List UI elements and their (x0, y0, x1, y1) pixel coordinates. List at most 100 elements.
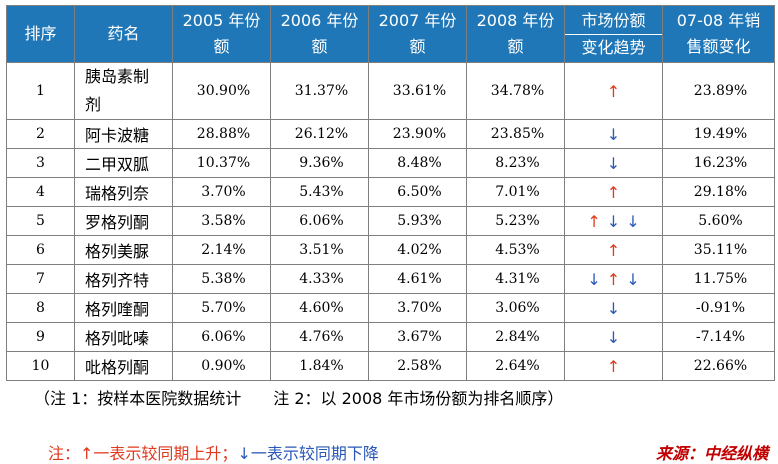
drug-name-cell: 格列齐特 (74, 264, 173, 294)
rank-cell: 5 (6, 206, 75, 236)
arrow-down-icon: ↓ (606, 124, 621, 144)
share-2007-cell: 4.02% (368, 235, 467, 265)
change-cell: 29.18% (662, 177, 775, 207)
change-cell: 5.60% (662, 206, 775, 236)
arrow-up-icon: ↑ (606, 240, 621, 260)
rank-cell: 1 (6, 62, 75, 120)
table-row: 4 瑞格列奈 3.70% 5.43% 6.50% 7.01% ↑ 29.18% (6, 177, 775, 207)
share-2008-cell: 34.78% (466, 62, 565, 120)
share-2007-cell: 8.48% (368, 148, 467, 178)
table-row: 7 格列齐特 5.38% 4.33% 4.61% 4.31% ↓ ↑ ↓ 11.75% (6, 264, 775, 294)
header-2007: 2007 年份额 (368, 5, 467, 63)
share-2008-cell: 5.23% (466, 206, 565, 236)
share-2008-cell: 3.06% (466, 293, 565, 323)
trend-cell: ↓ (564, 293, 663, 323)
share-2006-cell: 4.76% (270, 322, 369, 352)
share-2006-cell: 31.37% (270, 62, 369, 120)
share-2007-cell: 6.50% (368, 177, 467, 207)
trend-cell: ↑ ↓ ↓ (564, 206, 663, 236)
share-2008-cell: 2.64% (466, 351, 565, 381)
arrow-up-icon: ↑ (587, 211, 601, 231)
share-2006-cell: 4.33% (270, 264, 369, 294)
share-2008-cell: 7.01% (466, 177, 565, 207)
change-cell: 22.66% (662, 351, 775, 381)
rank-cell: 8 (6, 293, 75, 323)
change-cell: -7.14% (662, 322, 775, 352)
share-2008-cell: 4.31% (466, 264, 565, 294)
share-2008-cell: 8.23% (466, 148, 565, 178)
drug-name-cell: 二甲双胍 (74, 148, 173, 178)
share-2005-cell: 5.70% (172, 293, 271, 323)
header-2008: 2008 年份额 (466, 5, 565, 63)
table-row: 10 吡格列酮 0.90% 1.84% 2.58% 2.64% ↑ 22.66% (6, 351, 775, 381)
share-2008-cell: 23.85% (466, 119, 565, 149)
arrow-down-icon: ↓ (606, 327, 621, 347)
arrow-down-icon: ↓ (606, 211, 621, 231)
share-2007-cell: 3.70% (368, 293, 467, 323)
trend-cell: ↓ (564, 322, 663, 352)
change-cell: 19.49% (662, 119, 775, 149)
share-2006-cell: 4.60% (270, 293, 369, 323)
table-row: 9 格列吡嗪 6.06% 4.76% 3.67% 2.84% ↓ -7.14% (6, 322, 775, 352)
table-header-row: 排序 药名 2005 年份额 2006 年份额 2007 年份额 2008 年份… (6, 5, 775, 63)
change-cell: 11.75% (662, 264, 775, 294)
share-2008-cell: 4.53% (466, 235, 565, 265)
table-row: 5 罗格列酮 3.58% 6.06% 5.93% 5.23% ↑ ↓ ↓ 5.60% (6, 206, 775, 236)
rank-cell: 10 (6, 351, 75, 381)
trend-cell: ↑ (564, 62, 663, 120)
arrow-down-icon: ↓ (587, 269, 601, 289)
trend-cell: ↓ (564, 119, 663, 149)
rank-cell: 9 (6, 322, 75, 352)
share-2006-cell: 26.12% (270, 119, 369, 149)
footnote: （注 1：按样本医院数据统计 注 2：以 2008 年市场份额为排名顺序） (34, 389, 564, 408)
header-change: 07-08 年销 售额变化 (662, 5, 775, 63)
legend-down: ↓一表示较同期下降 (237, 444, 379, 463)
share-2007-cell: 3.67% (368, 322, 467, 352)
rank-cell: 4 (6, 177, 75, 207)
share-2005-cell: 6.06% (172, 322, 271, 352)
table-row: 6 格列美脲 2.14% 3.51% 4.02% 4.53% ↑ 35.11% (6, 235, 775, 265)
share-2005-cell: 3.70% (172, 177, 271, 207)
change-cell: 35.11% (662, 235, 775, 265)
trend-cell: ↓ (564, 148, 663, 178)
change-cell: 23.89% (662, 62, 775, 120)
share-2007-cell: 5.93% (368, 206, 467, 236)
share-2006-cell: 9.36% (270, 148, 369, 178)
arrow-down-icon: ↓ (626, 211, 640, 231)
share-2008-cell: 2.84% (466, 322, 565, 352)
rank-cell: 2 (6, 119, 75, 149)
arrow-up-icon: ↑ (606, 356, 621, 376)
share-2007-cell: 2.58% (368, 351, 467, 381)
table-row: 2 阿卡波糖 28.88% 26.12% 23.90% 23.85% ↓ 19.49% (6, 119, 775, 149)
market-share-table: 排序 药名 2005 年份额 2006 年份额 2007 年份额 2008 年份… (6, 5, 775, 381)
share-2005-cell: 5.38% (172, 264, 271, 294)
change-cell: 16.23% (662, 148, 775, 178)
trend-cell: ↑ (564, 177, 663, 207)
share-2007-cell: 23.90% (368, 119, 467, 149)
drug-name-cell: 瑞格列奈 (74, 177, 173, 207)
rank-cell: 3 (6, 148, 75, 178)
table-row: 8 格列喹酮 5.70% 4.60% 3.70% 3.06% ↓ -0.91% (6, 293, 775, 323)
share-2005-cell: 0.90% (172, 351, 271, 381)
arrow-down-icon: ↓ (626, 269, 640, 289)
rank-cell: 6 (6, 235, 75, 265)
header-drug: 药名 (74, 5, 173, 63)
drug-name-cell: 格列吡嗪 (74, 322, 173, 352)
table-row: 1 胰岛素制剂 30.90% 31.37% 33.61% 34.78% ↑ 23… (6, 62, 775, 120)
share-2005-cell: 28.88% (172, 119, 271, 149)
trend-cell: ↓ ↑ ↓ (564, 264, 663, 294)
header-rank: 排序 (6, 5, 75, 63)
share-2005-cell: 10.37% (172, 148, 271, 178)
arrow-down-icon: ↓ (606, 153, 621, 173)
share-2005-cell: 30.90% (172, 62, 271, 120)
arrow-up-icon: ↑ (606, 81, 621, 101)
arrow-legend: 注：↑一表示较同期上升；↓一表示较同期下降 (48, 440, 379, 464)
arrow-up-icon: ↑ (606, 269, 621, 289)
share-2006-cell: 3.51% (270, 235, 369, 265)
arrow-up-icon: ↑ (606, 182, 621, 202)
drug-name-cell: 阿卡波糖 (74, 119, 173, 149)
drug-name-cell: 胰岛素制剂 (74, 62, 173, 120)
header-2005: 2005 年份额 (172, 5, 271, 63)
legend-up: ↑一表示较同期上升； (80, 444, 238, 463)
share-2007-cell: 4.61% (368, 264, 467, 294)
